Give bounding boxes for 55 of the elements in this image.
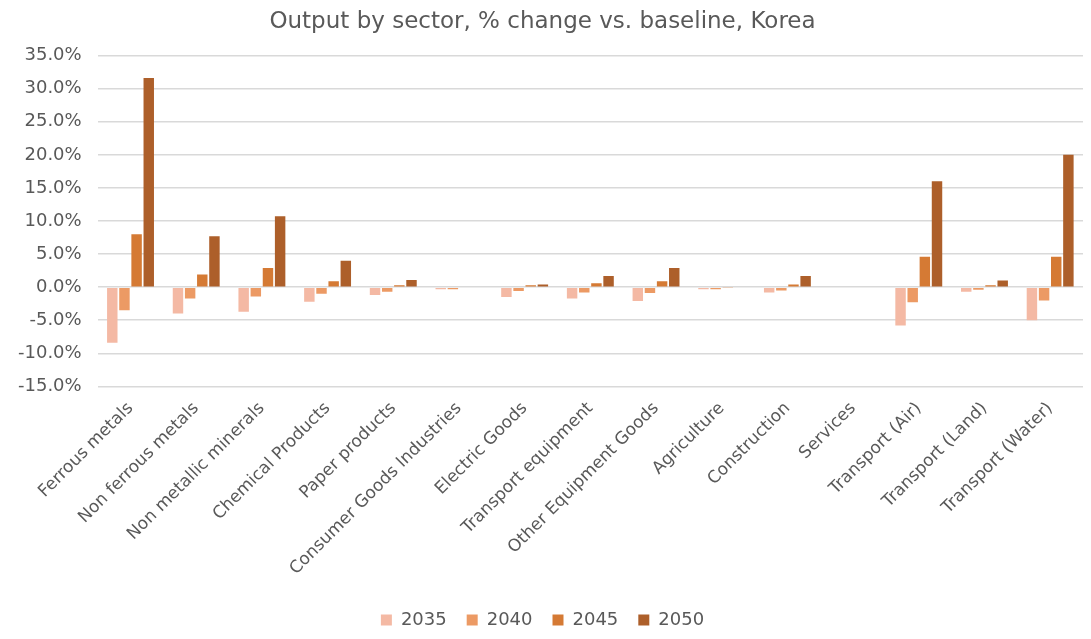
bar	[274, 216, 286, 287]
y-tick-label: 5.0%	[35, 241, 82, 263]
bar	[316, 287, 327, 294]
bar	[406, 279, 417, 287]
bar	[1051, 256, 1062, 287]
bar	[143, 78, 154, 287]
bar	[895, 287, 906, 326]
bar	[238, 287, 249, 312]
bar	[328, 281, 339, 287]
bar	[644, 287, 656, 294]
y-tick-label: 15.0%	[24, 175, 82, 197]
bar	[513, 287, 524, 292]
y-tick-label: -10.0%	[17, 340, 82, 362]
chart-title: Output by sector, % change vs. baseline, Korea	[269, 6, 816, 33]
bar	[184, 287, 196, 299]
y-tick-label: 25.0%	[24, 109, 82, 131]
bar	[340, 260, 352, 287]
bar	[632, 287, 644, 302]
bar	[669, 267, 680, 287]
bar	[501, 287, 512, 298]
bar	[1038, 287, 1050, 301]
bar	[907, 287, 918, 303]
bar	[656, 281, 668, 287]
bar	[603, 275, 614, 287]
bar	[209, 236, 220, 287]
legend-label: 2040	[486, 607, 533, 629]
y-tick-label: 20.0%	[24, 142, 82, 164]
bar	[172, 287, 184, 314]
y-tick-label: 35.0%	[24, 43, 82, 65]
bar	[131, 234, 142, 287]
y-tick-label: 30.0%	[24, 76, 82, 98]
bar	[262, 267, 274, 287]
bar	[1026, 287, 1038, 321]
bar	[197, 274, 208, 287]
y-tick-label: 0.0%	[35, 274, 82, 296]
legend-label: 2035	[400, 607, 447, 629]
bar	[107, 287, 118, 343]
bar	[369, 287, 381, 296]
y-tick-label: -5.0%	[29, 307, 82, 329]
bar	[566, 287, 578, 299]
bar	[250, 287, 262, 297]
bar	[304, 287, 315, 302]
y-tick-label: -15.0%	[17, 374, 82, 396]
bar	[931, 181, 943, 287]
bar	[381, 287, 393, 292]
legend-label: 2050	[658, 607, 705, 629]
bar	[800, 275, 811, 287]
bar	[591, 283, 602, 287]
y-tick-label: 10.0%	[24, 208, 82, 230]
bar	[1063, 154, 1074, 287]
legend-label: 2045	[572, 607, 619, 629]
bar	[119, 287, 130, 311]
bar	[961, 287, 972, 292]
bar	[919, 256, 931, 287]
bar	[997, 280, 1008, 287]
